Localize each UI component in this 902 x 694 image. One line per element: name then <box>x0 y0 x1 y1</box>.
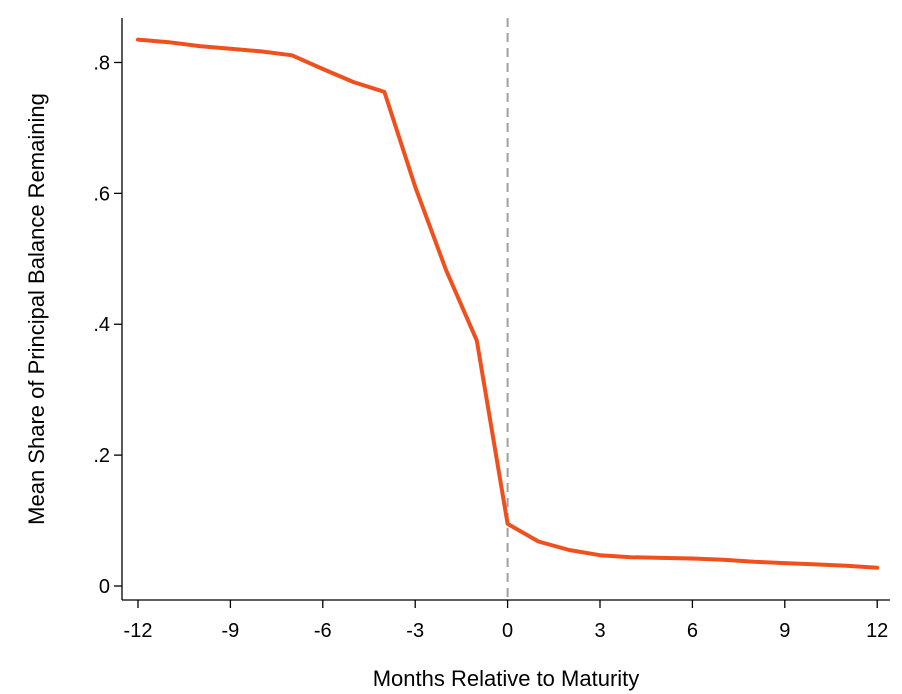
x-tick-label: -6 <box>314 620 332 642</box>
plot-area: -12 -9 -6 -3 0 3 6 9 12 0 .2 .4 .6 .8 <box>93 18 890 642</box>
y-tick-label: .2 <box>93 445 110 467</box>
x-axis-title: Months Relative to Maturity <box>373 666 640 691</box>
x-tick-label: 3 <box>594 620 605 642</box>
x-tick-label: 12 <box>866 620 888 642</box>
x-tick-label: -3 <box>406 620 424 642</box>
y-tick-label: .6 <box>93 183 110 205</box>
y-ticks: 0 .2 .4 .6 .8 <box>93 52 122 598</box>
series-layer <box>136 37 880 570</box>
y-axis-title: Mean Share of Principal Balance Remainin… <box>24 93 49 525</box>
x-tick-label: 0 <box>502 620 513 642</box>
x-tick-label: 6 <box>687 620 698 642</box>
y-tick-label: .4 <box>93 314 110 336</box>
y-tick-label: .8 <box>93 52 110 74</box>
x-tick-label: 9 <box>779 620 790 642</box>
x-ticks: -12 -9 -6 -3 0 3 6 9 12 <box>124 600 888 642</box>
x-tick-label: -12 <box>124 620 153 642</box>
series-line <box>136 37 880 570</box>
y-tick-label: 0 <box>99 576 110 598</box>
x-tick-label: -9 <box>222 620 240 642</box>
